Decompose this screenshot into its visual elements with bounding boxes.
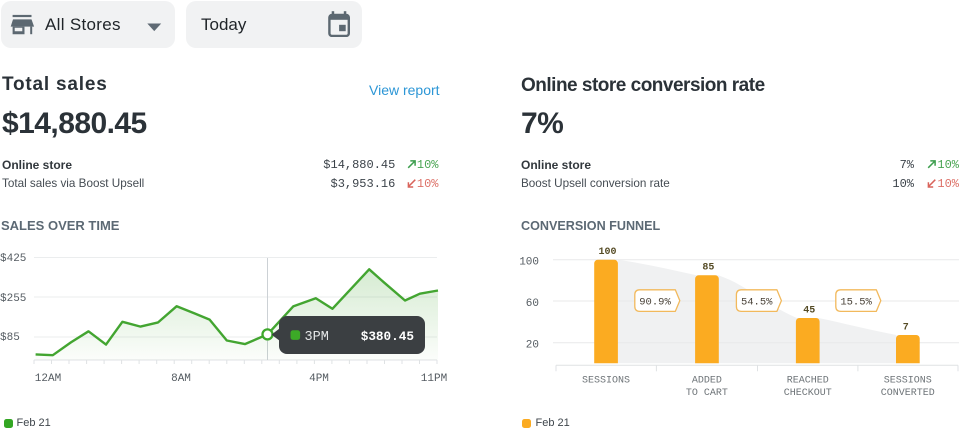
- svg-text:SESSIONS: SESSIONS: [582, 375, 630, 386]
- svg-text:20: 20: [526, 340, 539, 352]
- svg-text:3PM: 3PM: [305, 330, 329, 345]
- svg-text:45: 45: [803, 305, 815, 316]
- svg-text:100: 100: [598, 247, 616, 258]
- svg-text:$425: $425: [0, 253, 26, 265]
- svg-text:TO CART: TO CART: [686, 388, 728, 399]
- svg-text:100: 100: [519, 257, 539, 269]
- svg-text:7: 7: [903, 322, 909, 333]
- svg-text:CHECKOUT: CHECKOUT: [784, 388, 832, 399]
- svg-text:$85: $85: [0, 332, 20, 344]
- svg-text:$380.45: $380.45: [361, 329, 414, 344]
- svg-text:CONVERTED: CONVERTED: [881, 388, 935, 399]
- svg-text:12AM: 12AM: [35, 373, 61, 385]
- svg-text:8AM: 8AM: [171, 373, 191, 385]
- svg-text:60: 60: [526, 298, 539, 310]
- svg-text:ADDED: ADDED: [692, 375, 722, 386]
- svg-text:90.9%: 90.9%: [639, 296, 671, 308]
- svg-text:$255: $255: [0, 293, 26, 305]
- svg-text:4PM: 4PM: [309, 373, 329, 385]
- svg-text:85: 85: [702, 263, 714, 274]
- svg-text:REACHED: REACHED: [787, 375, 829, 386]
- svg-text:15.5%: 15.5%: [840, 296, 872, 308]
- svg-text:11PM: 11PM: [421, 373, 447, 385]
- svg-text:54.5%: 54.5%: [741, 296, 773, 308]
- svg-text:SESSIONS: SESSIONS: [884, 375, 932, 386]
